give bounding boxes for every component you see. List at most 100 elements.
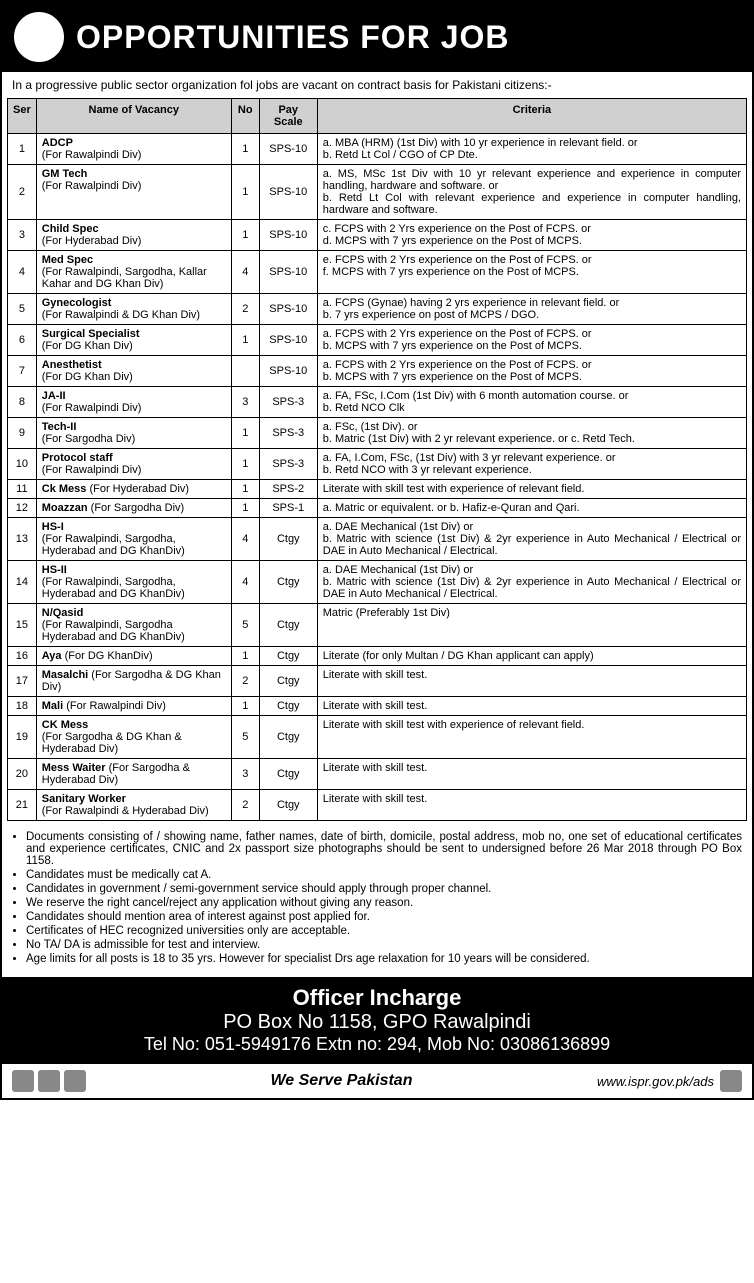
cell-criteria: a. FA, I.Com, FSc, (1st Div) with 3 yr r… xyxy=(317,449,746,480)
cell-ser: 2 xyxy=(8,165,37,220)
cell-name: Protocol staff(For Rawalpindi Div) xyxy=(36,449,231,480)
table-header-row: Ser Name of Vacancy No Pay Scale Criteri… xyxy=(8,99,747,134)
table-row: 21Sanitary Worker(For Rawalpindi & Hyder… xyxy=(8,790,747,821)
cell-name: Mess Waiter (For Sargodha & Hyderabad Di… xyxy=(36,759,231,790)
army-logo-icon: ⚔ xyxy=(14,12,64,62)
slogan-text: We Serve Pakistan xyxy=(270,1072,412,1090)
cell-pay: Ctgy xyxy=(259,604,317,647)
cell-no: 1 xyxy=(231,220,259,251)
cell-no: 1 xyxy=(231,449,259,480)
table-row: 5Gynecologist(For Rawalpindi & DG Khan D… xyxy=(8,294,747,325)
cell-ser: 18 xyxy=(8,697,37,716)
cell-ser: 7 xyxy=(8,356,37,387)
cell-ser: 12 xyxy=(8,499,37,518)
table-row: 12Moazzan (For Sargodha Div)1SPS-1a. Mat… xyxy=(8,499,747,518)
cell-pay: Ctgy xyxy=(259,790,317,821)
airforce-icon xyxy=(64,1070,86,1092)
footer-url: www.ispr.gov.pk/ads xyxy=(597,1074,714,1089)
document-container: ⚔ OPPORTUNITIES FOR JOB In a progressive… xyxy=(0,0,754,1100)
army-icon xyxy=(12,1070,34,1092)
cell-ser: 15 xyxy=(8,604,37,647)
table-row: 17Masalchi (For Sargodha & DG Khan Div)2… xyxy=(8,666,747,697)
cell-no xyxy=(231,356,259,387)
cell-name: Mali (For Rawalpindi Div) xyxy=(36,697,231,716)
cell-name: Med Spec(For Rawalpindi, Sargodha, Kalla… xyxy=(36,251,231,294)
cell-name: JA-II(For Rawalpindi Div) xyxy=(36,387,231,418)
cell-ser: 10 xyxy=(8,449,37,480)
contact-block: Officer Incharge PO Box No 1158, GPO Raw… xyxy=(2,977,752,1063)
cell-name: Masalchi (For Sargodha & DG Khan Div) xyxy=(36,666,231,697)
cell-name: Moazzan (For Sargodha Div) xyxy=(36,499,231,518)
cell-criteria: a. FCPS (Gynae) having 2 yrs experience … xyxy=(317,294,746,325)
cell-no: 4 xyxy=(231,561,259,604)
cell-pay: SPS-10 xyxy=(259,294,317,325)
table-row: 8JA-II(For Rawalpindi Div)3SPS-3a. FA, F… xyxy=(8,387,747,418)
note-item: No TA/ DA is admissible for test and int… xyxy=(26,939,742,951)
col-no: No xyxy=(231,99,259,134)
col-name: Name of Vacancy xyxy=(36,99,231,134)
cell-ser: 1 xyxy=(8,134,37,165)
cell-no: 5 xyxy=(231,716,259,759)
table-row: 18Mali (For Rawalpindi Div)1CtgyLiterate… xyxy=(8,697,747,716)
cell-criteria: a. MS, MSc 1st Div with 10 yr relevant e… xyxy=(317,165,746,220)
cell-pay: SPS-10 xyxy=(259,165,317,220)
cell-pay: SPS-3 xyxy=(259,418,317,449)
cell-criteria: a. DAE Mechanical (1st Div) or b. Matric… xyxy=(317,561,746,604)
table-row: 4Med Spec(For Rawalpindi, Sargodha, Kall… xyxy=(8,251,747,294)
cell-pay: SPS-2 xyxy=(259,480,317,499)
cell-no: 4 xyxy=(231,518,259,561)
cell-no: 1 xyxy=(231,134,259,165)
service-icons xyxy=(12,1070,86,1092)
page-title: OPPORTUNITIES FOR JOB xyxy=(76,19,509,56)
table-row: 10Protocol staff(For Rawalpindi Div)1SPS… xyxy=(8,449,747,480)
ispr-icon xyxy=(720,1070,742,1092)
cell-criteria: Literate with skill test. xyxy=(317,790,746,821)
cell-ser: 5 xyxy=(8,294,37,325)
cell-criteria: a. FCPS with 2 Yrs experience on the Pos… xyxy=(317,325,746,356)
cell-name: CK Mess(For Sargodha & DG Khan & Hyderab… xyxy=(36,716,231,759)
cell-pay: Ctgy xyxy=(259,561,317,604)
table-row: 3Child Spec(For Hyderabad Div)1SPS-10c. … xyxy=(8,220,747,251)
cell-pay: SPS-10 xyxy=(259,356,317,387)
cell-criteria: Literate (for only Multan / DG Khan appl… xyxy=(317,647,746,666)
cell-name: ADCP(For Rawalpindi Div) xyxy=(36,134,231,165)
cell-name: Tech-II(For Sargodha Div) xyxy=(36,418,231,449)
table-row: 20Mess Waiter (For Sargodha & Hyderabad … xyxy=(8,759,747,790)
cell-pay: Ctgy xyxy=(259,518,317,561)
cell-pay: Ctgy xyxy=(259,759,317,790)
cell-criteria: a. Matric or equivalent. or b. Hafiz-e-Q… xyxy=(317,499,746,518)
cell-ser: 19 xyxy=(8,716,37,759)
cell-criteria: a. FCPS with 2 Yrs experience on the Pos… xyxy=(317,356,746,387)
table-row: 7Anesthetist(For DG Khan Div) SPS-10a. FC… xyxy=(8,356,747,387)
cell-name: Child Spec(For Hyderabad Div) xyxy=(36,220,231,251)
intro-text: In a progressive public sector organizat… xyxy=(2,72,752,98)
cell-no: 3 xyxy=(231,759,259,790)
cell-no: 4 xyxy=(231,251,259,294)
cell-no: 2 xyxy=(231,666,259,697)
tel-line: Tel No: 051-5949176 Extn no: 294, Mob No… xyxy=(10,1034,744,1055)
cell-criteria: a. MBA (HRM) (1st Div) with 10 yr experi… xyxy=(317,134,746,165)
col-pay: Pay Scale xyxy=(259,99,317,134)
note-item: Candidates must be medically cat A. xyxy=(26,869,742,881)
cell-criteria: Literate with skill test. xyxy=(317,759,746,790)
cell-name: Anesthetist(For DG Khan Div) xyxy=(36,356,231,387)
cell-ser: 17 xyxy=(8,666,37,697)
cell-pay: Ctgy xyxy=(259,697,317,716)
note-item: Candidates in government / semi-governme… xyxy=(26,883,742,895)
table-row: 15N/Qasid(For Rawalpindi, Sargodha Hyder… xyxy=(8,604,747,647)
cell-criteria: a. FA, FSc, I.Com (1st Div) with 6 month… xyxy=(317,387,746,418)
cell-criteria: Matric (Preferably 1st Div) xyxy=(317,604,746,647)
header-bar: ⚔ OPPORTUNITIES FOR JOB xyxy=(2,2,752,72)
cell-pay: SPS-10 xyxy=(259,251,317,294)
note-item: Candidates should mention area of intere… xyxy=(26,911,742,923)
note-item: We reserve the right cancel/reject any a… xyxy=(26,897,742,909)
table-row: 2GM Tech(For Rawalpindi Div)1SPS-10a. MS… xyxy=(8,165,747,220)
note-item: Documents consisting of / showing name, … xyxy=(26,831,742,867)
cell-no: 2 xyxy=(231,790,259,821)
cell-criteria: Literate with skill test. xyxy=(317,666,746,697)
cell-ser: 3 xyxy=(8,220,37,251)
cell-ser: 9 xyxy=(8,418,37,449)
cell-ser: 16 xyxy=(8,647,37,666)
table-row: 19CK Mess(For Sargodha & DG Khan & Hyder… xyxy=(8,716,747,759)
table-row: 14HS-II(For Rawalpindi, Sargodha, Hydera… xyxy=(8,561,747,604)
